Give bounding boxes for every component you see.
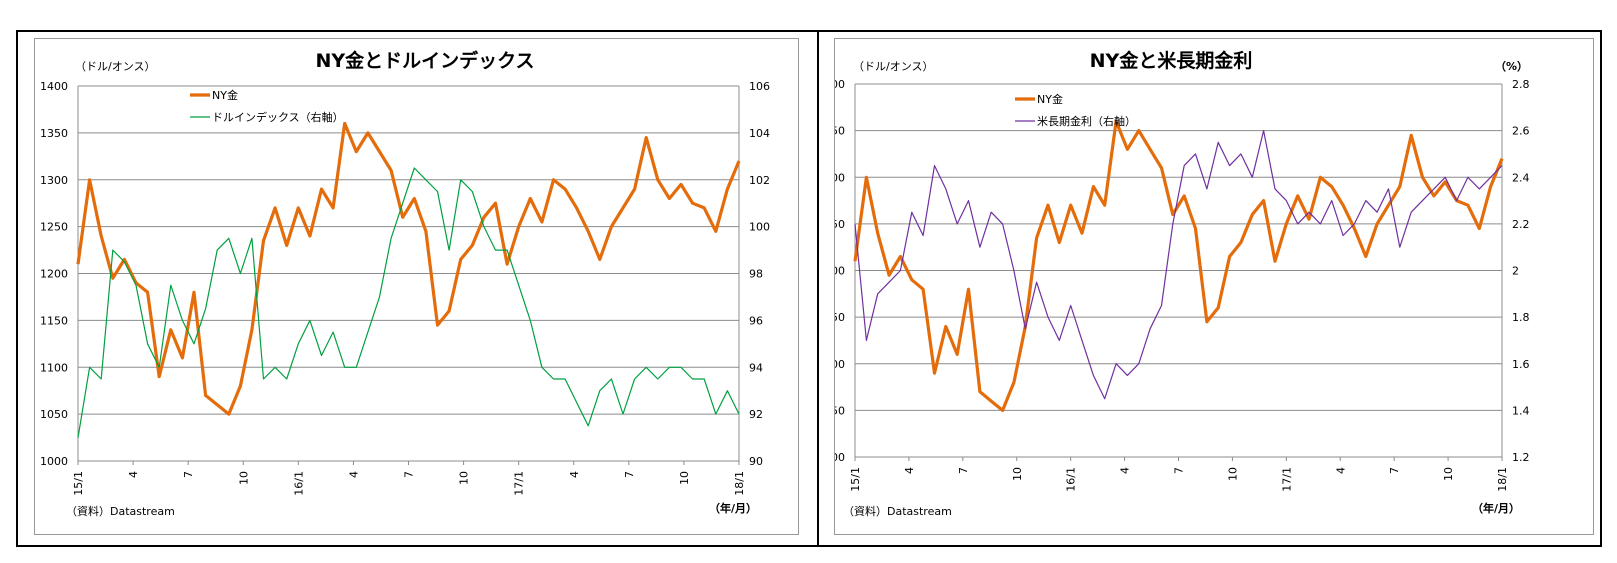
y-left-tick-label: 1150 xyxy=(40,314,68,327)
x-tick-label: 10 xyxy=(237,471,250,485)
x-tick-label: 17/1 xyxy=(1280,467,1293,492)
x-tick-label: 16/1 xyxy=(292,471,305,496)
y-left-tick-label: 1250 xyxy=(835,218,845,231)
y-right-tick-label: 106 xyxy=(749,80,770,93)
y-left-tick-label: 1000 xyxy=(835,451,845,464)
source-note: （資料）Datastream xyxy=(843,504,952,518)
x-tick-label: 10 xyxy=(1011,467,1024,481)
y-right-tick-label: 96 xyxy=(749,314,763,327)
x-tick-label: 4 xyxy=(1119,467,1132,474)
y-left-tick-label: 1400 xyxy=(40,80,68,93)
y-right-tick-label: 100 xyxy=(749,221,770,234)
y-right-tick-label: 2.2 xyxy=(1512,218,1530,231)
series-line-0 xyxy=(853,119,1504,412)
x-tick-label: 4 xyxy=(127,471,140,478)
legend-label: 米長期金利（右軸） xyxy=(1037,114,1136,128)
x-tick-label: 18/1 xyxy=(1496,467,1509,492)
y-left-tick-label: 1050 xyxy=(40,408,68,421)
y-right-tick-label: 94 xyxy=(749,361,763,374)
x-axis-label: （年/月） xyxy=(709,501,757,515)
x-axis-label: （年/月） xyxy=(1472,501,1520,515)
chart-panel-gold-us-long-rate: 1000105011001150120012501300135014001.21… xyxy=(834,38,1594,535)
source-note: （資料）Datastream xyxy=(66,504,175,518)
legend-label: ドルインデックス（右軸） xyxy=(212,110,344,124)
x-tick-label: 15/1 xyxy=(849,467,862,492)
y-right-tick-label: 104 xyxy=(749,127,770,140)
y-left-tick-label: 1050 xyxy=(835,404,845,417)
y-right-tick-label: 2 xyxy=(1512,265,1519,278)
y-right-tick-label: 90 xyxy=(749,455,763,468)
y-right-tick-label: 1.2 xyxy=(1512,451,1530,464)
y-right-tick-label: 1.4 xyxy=(1512,404,1530,417)
series-line-1 xyxy=(854,129,1503,400)
x-tick-label: 18/1 xyxy=(733,471,746,496)
x-tick-label: 16/1 xyxy=(1065,467,1078,492)
y-right-tick-label: 102 xyxy=(749,174,770,187)
x-tick-label: 10 xyxy=(1226,467,1239,481)
y-right-tick-label: 92 xyxy=(749,408,763,421)
chart-title: NY金と米長期金利 xyxy=(1090,49,1253,72)
x-tick-label: 4 xyxy=(347,471,360,478)
outer-frame xyxy=(16,30,1602,547)
panel-divider xyxy=(817,30,819,547)
y-left-tick-label: 1350 xyxy=(835,125,845,138)
x-tick-label: 7 xyxy=(623,471,636,478)
y-right-axis-label: （%） xyxy=(1495,60,1528,73)
y-left-tick-label: 1100 xyxy=(835,358,845,371)
x-tick-label: 15/1 xyxy=(72,471,85,496)
chart-title: NY金とドルインデックス xyxy=(315,49,534,72)
y-right-tick-label: 1.6 xyxy=(1512,358,1530,371)
series-line-1 xyxy=(77,167,740,438)
x-tick-label: 10 xyxy=(678,471,691,485)
y-right-tick-label: 2.8 xyxy=(1512,78,1530,91)
series-line-0 xyxy=(76,121,741,416)
y-right-tick-label: 2.4 xyxy=(1512,171,1530,184)
legend-label: NY金 xyxy=(1037,92,1063,106)
y-left-tick-label: 1400 xyxy=(835,78,845,91)
chart-gold-us-long-rate: 1000105011001150120012501300135014001.21… xyxy=(835,49,1530,518)
y-left-axis-label: （ドル/オンス） xyxy=(75,60,156,73)
x-tick-label: 4 xyxy=(1334,467,1347,474)
x-tick-label: 4 xyxy=(903,467,916,474)
x-tick-label: 7 xyxy=(957,467,970,474)
y-left-tick-label: 1300 xyxy=(835,171,845,184)
y-left-tick-label: 1000 xyxy=(40,455,68,468)
x-tick-label: 10 xyxy=(1442,467,1455,481)
x-tick-label: 7 xyxy=(182,471,195,478)
x-tick-label: 7 xyxy=(1173,467,1186,474)
x-tick-label: 4 xyxy=(568,471,581,478)
x-tick-label: 10 xyxy=(458,471,471,485)
x-tick-label: 7 xyxy=(1388,467,1401,474)
y-left-tick-label: 1100 xyxy=(40,361,68,374)
y-left-axis-label: （ドル/オンス） xyxy=(853,60,934,73)
y-left-tick-label: 1200 xyxy=(40,268,68,281)
y-left-tick-label: 1200 xyxy=(835,265,845,278)
y-left-tick-label: 1250 xyxy=(40,221,68,234)
chart-panel-gold-dollar-index: 1000 1050 1100 1150 1200 1250 1300 1350 1400 90 92… xyxy=(34,38,799,535)
x-tick-label: 17/1 xyxy=(513,471,526,496)
y-left-tick-label: 1300 xyxy=(40,174,68,187)
y-left-tick-label: 1150 xyxy=(835,311,845,324)
x-tick-label: 7 xyxy=(403,471,416,478)
y-left-tick-label: 1350 xyxy=(40,127,68,140)
chart-gold-dollar-index: 1000 1050 1100 1150 1200 1250 1300 1350 1400 90 92… xyxy=(40,49,770,518)
y-right-tick-label: 98 xyxy=(749,268,763,281)
legend-label: NY金 xyxy=(212,88,238,102)
y-right-tick-label: 2.6 xyxy=(1512,125,1530,138)
y-right-tick-label: 1.8 xyxy=(1512,311,1530,324)
